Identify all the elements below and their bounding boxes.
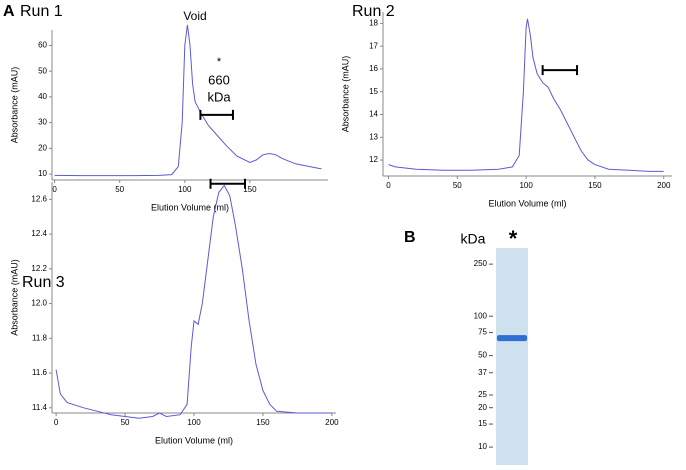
x-tick-label: 50 xyxy=(453,181,462,190)
x-tick-label: 0 xyxy=(52,185,57,194)
x-tick-label: 200 xyxy=(325,418,339,427)
x-tick-label: 100 xyxy=(187,418,201,427)
gel-axis-label: kDa xyxy=(461,231,486,247)
data-line xyxy=(388,18,664,172)
marker-label: 100 xyxy=(474,311,488,320)
y-tick-label: 10 xyxy=(38,169,47,178)
y-tick-label: 12.0 xyxy=(31,299,47,308)
y-tick-label: 15 xyxy=(369,87,378,96)
y-tick-label: 12.6 xyxy=(31,194,47,203)
annotation: Void xyxy=(183,9,206,23)
chart-title: Run 2 xyxy=(352,3,395,20)
y-tick-label: 11.8 xyxy=(32,333,48,342)
panel-label: B xyxy=(404,229,416,246)
x-tick-label: 150 xyxy=(256,418,270,427)
protein-band xyxy=(497,335,527,342)
marker-label: 10 xyxy=(478,442,487,451)
data-line xyxy=(54,24,322,177)
y-tick-label: 30 xyxy=(38,118,47,127)
marker-label: 50 xyxy=(478,351,487,360)
data-line xyxy=(55,184,332,419)
y-tick-label: 13 xyxy=(369,132,378,141)
fraction-bracket xyxy=(199,109,234,120)
fraction-bracket xyxy=(541,65,579,76)
y-tick-label: 11.6 xyxy=(32,368,48,377)
y-tick-label: 20 xyxy=(38,143,47,152)
annotation: kDa xyxy=(207,89,231,104)
y-tick-label: 17 xyxy=(369,41,378,50)
y-tick-label: 16 xyxy=(369,64,378,73)
y-tick-label: 18 xyxy=(369,18,378,27)
x-tick-label: 150 xyxy=(243,185,257,194)
y-tick-label: 12.4 xyxy=(31,229,47,238)
x-axis-label: Elution Volume (ml) xyxy=(155,435,233,445)
marker-label: 25 xyxy=(478,390,487,399)
x-tick-label: 150 xyxy=(588,181,602,190)
x-tick-label: 200 xyxy=(657,181,671,190)
annotation: 660 xyxy=(208,72,230,87)
y-tick-label: 12.2 xyxy=(31,264,47,273)
y-tick-label: 50 xyxy=(38,66,47,75)
fraction-bracket xyxy=(209,178,247,189)
y-axis-label: Absorbance (mAU) xyxy=(9,67,19,144)
x-axis-label: Elution Volume (ml) xyxy=(488,198,566,208)
y-tick-label: 14 xyxy=(369,110,378,119)
x-tick-label: 50 xyxy=(121,418,130,427)
x-axis-label: Elution Volume (ml) xyxy=(151,202,229,212)
marker-label: 250 xyxy=(474,259,488,268)
x-tick-label: 50 xyxy=(115,185,124,194)
y-axis-label: Absorbance (mAU) xyxy=(9,259,19,336)
chart-title: Run 1 xyxy=(20,3,63,20)
y-tick-label: 60 xyxy=(38,41,47,50)
marker-label: 37 xyxy=(478,368,487,377)
x-tick-label: 100 xyxy=(178,185,192,194)
y-tick-label: 11.4 xyxy=(32,403,48,412)
x-tick-label: 100 xyxy=(519,181,533,190)
annotation: * xyxy=(217,56,222,68)
marker-label: 20 xyxy=(478,403,487,412)
x-tick-label: 0 xyxy=(54,418,59,427)
y-tick-label: 12 xyxy=(369,155,378,164)
y-tick-label: 40 xyxy=(38,92,47,101)
lane-label: * xyxy=(509,226,518,251)
y-axis-label: Absorbance (mAU) xyxy=(340,56,350,133)
x-tick-label: 0 xyxy=(386,181,391,190)
chart-title: Run 3 xyxy=(22,274,65,291)
gel-lane xyxy=(496,248,528,465)
marker-label: 15 xyxy=(478,419,487,428)
marker-label: 75 xyxy=(478,328,487,337)
panel-label: A xyxy=(3,3,15,20)
